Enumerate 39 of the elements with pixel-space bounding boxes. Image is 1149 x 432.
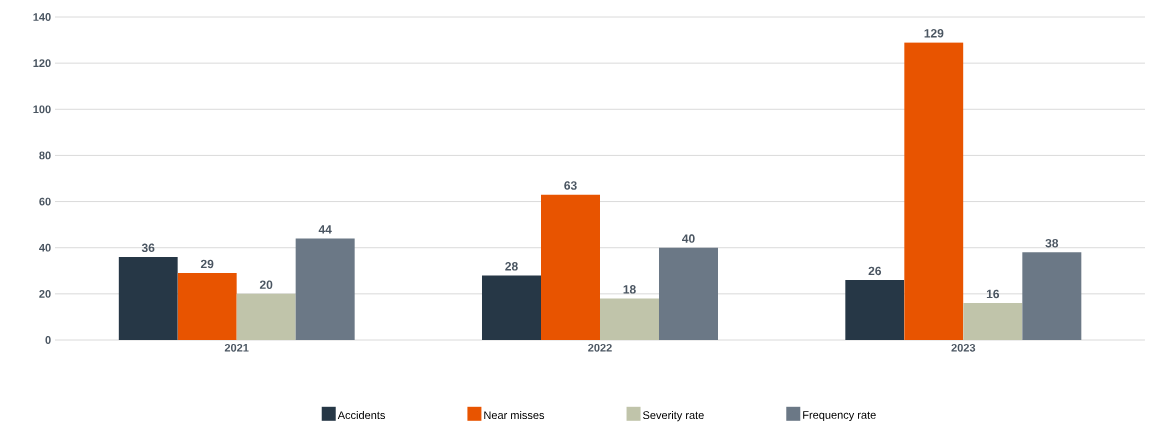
data-label: 29 xyxy=(200,259,214,269)
legend-label: Frequency rate xyxy=(803,411,876,422)
bar xyxy=(541,194,600,340)
bar xyxy=(904,42,964,340)
bar xyxy=(845,280,905,340)
data-label: 40 xyxy=(682,234,695,243)
data-label: 16 xyxy=(986,289,1000,299)
y-tick-label: 80 xyxy=(39,151,51,160)
bar xyxy=(482,275,541,340)
bar xyxy=(118,256,178,340)
x-tick-label: 2021 xyxy=(224,343,249,352)
y-tick-label: 40 xyxy=(39,243,51,252)
x-tick-label: 2022 xyxy=(588,343,612,352)
bar xyxy=(963,303,1023,340)
y-tick-label: 60 xyxy=(39,197,51,206)
y-tick-label: 0 xyxy=(45,336,51,344)
bar xyxy=(1022,252,1082,340)
bar xyxy=(600,298,659,340)
legend-label: Near misses xyxy=(484,410,545,420)
bar xyxy=(295,238,355,340)
data-label: 38 xyxy=(1045,238,1059,248)
data-label: 44 xyxy=(318,225,332,234)
data-label: 36 xyxy=(141,243,155,253)
x-tick-label: 2023 xyxy=(951,343,976,352)
legend-label: Severity rate xyxy=(643,410,704,422)
y-tick-label: 120 xyxy=(33,59,51,68)
data-label: 18 xyxy=(623,285,636,294)
y-tick-label: 100 xyxy=(33,105,51,114)
bar xyxy=(236,293,296,340)
data-label: 129 xyxy=(924,29,944,38)
bar xyxy=(177,273,237,340)
legend-label: Accidents xyxy=(337,410,386,420)
data-label: 26 xyxy=(868,266,882,276)
data-label: 20 xyxy=(259,280,273,289)
bar xyxy=(659,247,718,340)
data-label: 63 xyxy=(564,181,577,190)
data-label: 28 xyxy=(505,262,518,271)
y-tick-label: 20 xyxy=(39,289,51,298)
y-tick-label: 140 xyxy=(33,13,51,21)
